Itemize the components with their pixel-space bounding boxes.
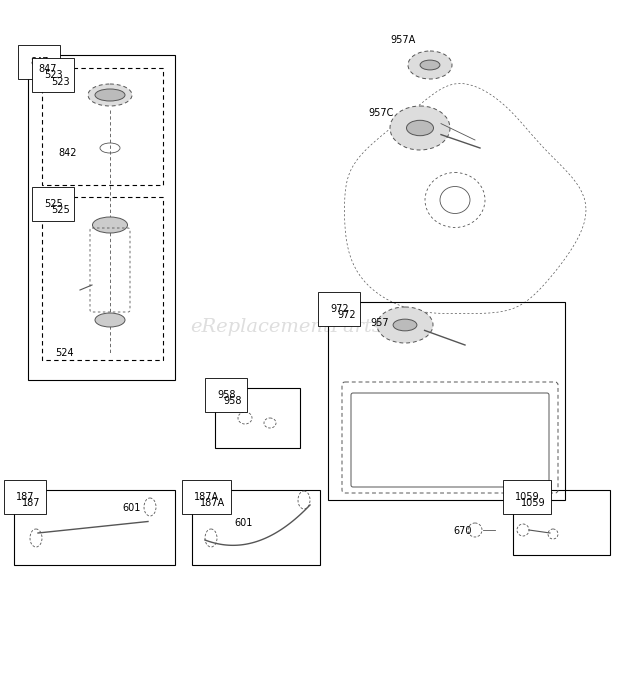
Ellipse shape — [88, 84, 132, 106]
Ellipse shape — [95, 89, 125, 101]
Text: 847: 847 — [30, 57, 48, 67]
Ellipse shape — [393, 319, 417, 331]
Text: 525: 525 — [51, 205, 69, 215]
Bar — [28, 55, 175, 380]
Text: 972: 972 — [330, 304, 348, 314]
Text: 187A: 187A — [194, 492, 219, 502]
Text: 601: 601 — [122, 503, 140, 513]
Text: 847: 847 — [38, 64, 56, 74]
Text: 972: 972 — [337, 310, 356, 320]
Ellipse shape — [408, 51, 452, 79]
Text: 187A: 187A — [200, 498, 225, 508]
Text: eReplacementParts.com: eReplacementParts.com — [190, 317, 430, 335]
Ellipse shape — [390, 106, 450, 150]
Text: 670: 670 — [453, 526, 471, 536]
Bar — [215, 388, 300, 448]
Bar — [328, 302, 565, 500]
Text: 958: 958 — [217, 390, 236, 400]
Text: 523: 523 — [51, 77, 69, 87]
Bar — [192, 490, 320, 565]
Text: 525: 525 — [44, 199, 63, 209]
Text: 957C: 957C — [368, 108, 393, 118]
Ellipse shape — [377, 307, 433, 343]
Ellipse shape — [95, 313, 125, 327]
Ellipse shape — [420, 60, 440, 70]
Text: 1059: 1059 — [515, 492, 539, 502]
Text: 957: 957 — [370, 318, 389, 328]
Text: 958: 958 — [223, 396, 242, 406]
Text: 523: 523 — [44, 70, 63, 80]
Bar — [42, 197, 163, 360]
Bar — [513, 490, 610, 555]
Text: 957A: 957A — [390, 35, 415, 45]
Ellipse shape — [92, 217, 128, 233]
Ellipse shape — [407, 121, 433, 136]
Bar — [14, 490, 175, 565]
Text: 187: 187 — [16, 492, 35, 502]
Text: 601: 601 — [234, 518, 252, 528]
Text: 842: 842 — [58, 148, 76, 158]
Bar — [42, 68, 163, 185]
Text: 187: 187 — [22, 498, 40, 508]
Text: 524: 524 — [55, 348, 74, 358]
Text: 1059: 1059 — [521, 498, 546, 508]
